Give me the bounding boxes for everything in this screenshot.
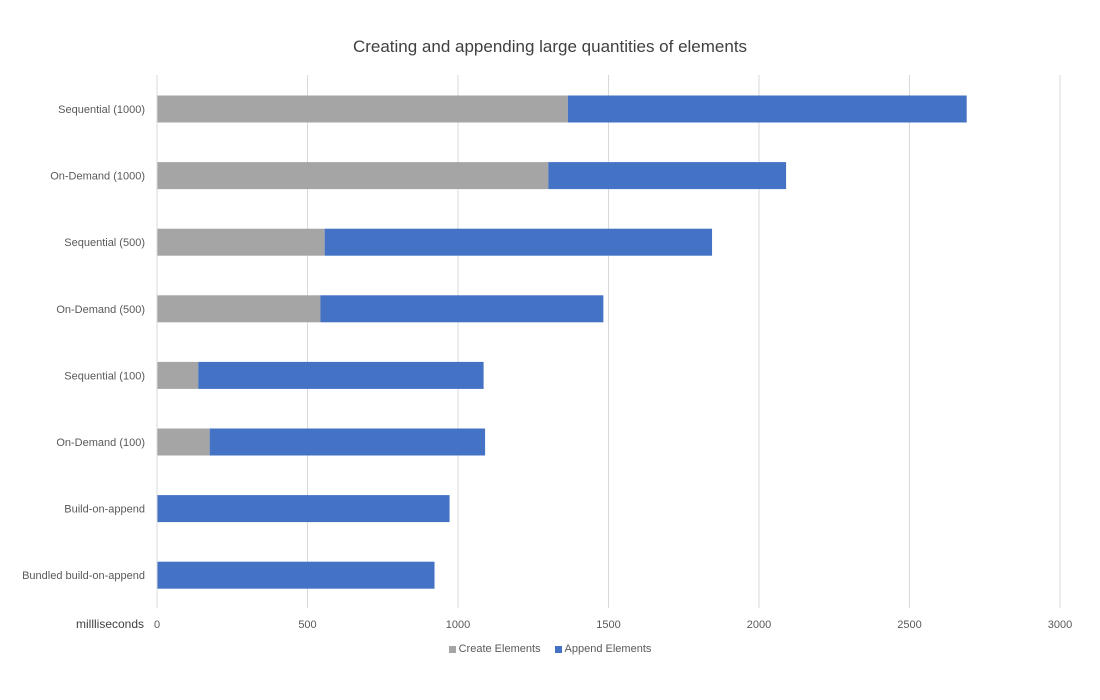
- bar-append-elements: [157, 495, 450, 523]
- bar-append-elements: [567, 95, 967, 123]
- x-tick-label: 0: [154, 619, 160, 631]
- x-tick-label: 1500: [596, 619, 620, 631]
- bar-append-elements: [198, 361, 484, 389]
- y-category-label: On-Demand (1000): [50, 171, 145, 183]
- bar-create-elements: [157, 228, 325, 256]
- bar-append-elements: [324, 228, 713, 256]
- bar-create-elements: [157, 361, 199, 389]
- x-tick-label: 3000: [1048, 619, 1072, 631]
- y-category-label: Build-on-append: [64, 504, 145, 516]
- x-tick-label: 2500: [897, 619, 921, 631]
- bar-create-elements: [157, 162, 549, 190]
- bar-append-elements: [320, 295, 604, 323]
- y-category-label: Bundled build-on-append: [22, 570, 145, 582]
- x-tick-label: 2000: [747, 619, 771, 631]
- y-category-label: On-Demand (500): [56, 304, 145, 316]
- legend-swatch: [554, 645, 562, 653]
- x-axis-label: millliseconds: [76, 617, 145, 631]
- y-category-label: Sequential (1000): [58, 104, 145, 116]
- y-category-label: Sequential (500): [64, 237, 145, 249]
- bar-create-elements: [157, 428, 210, 456]
- legend-item: Append Elements: [554, 643, 652, 655]
- x-tick-label: 1000: [446, 619, 470, 631]
- y-category-label: Sequential (100): [64, 370, 145, 382]
- bar-create-elements: [157, 295, 321, 323]
- legend: Create Elements Append Elements: [0, 643, 1100, 655]
- bar-create-elements: [157, 95, 568, 123]
- bar-append-elements: [548, 162, 787, 190]
- bar-append-elements: [209, 428, 486, 456]
- legend-label: Append Elements: [564, 643, 652, 655]
- x-tick-label: 500: [298, 619, 316, 631]
- legend-label: Create Elements: [458, 643, 541, 655]
- y-category-label: On-Demand (100): [56, 437, 145, 449]
- chart-title: Creating and appending large quantities …: [352, 37, 748, 56]
- legend-swatch: [448, 645, 456, 653]
- legend-item: Create Elements: [448, 643, 541, 655]
- bar-append-elements: [157, 561, 435, 589]
